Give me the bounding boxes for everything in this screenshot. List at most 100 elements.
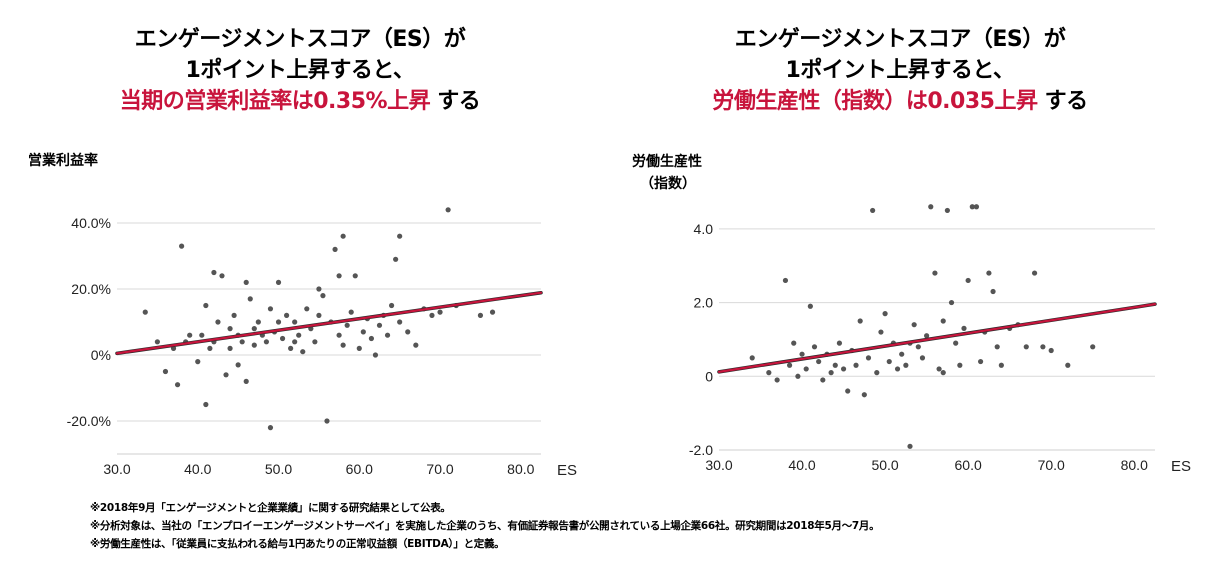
left-data-point xyxy=(231,312,237,318)
right-y-tick-label: 2.0 xyxy=(694,295,714,311)
right-data-point xyxy=(919,355,926,361)
right-data-point xyxy=(832,362,838,368)
left-y-tick-label: 40.0% xyxy=(71,215,111,231)
operating-margin-scatter-chart: -20.0% 0% 20.0% 40.0% 30.0 40.0 50.0 60.0 70.0 80… xyxy=(67,207,577,479)
left-data-point xyxy=(320,293,326,299)
left-data-point xyxy=(405,329,411,335)
left-data-point xyxy=(275,279,282,285)
left-data-point xyxy=(437,309,443,315)
right-data-point xyxy=(811,344,818,350)
left-data-point xyxy=(247,296,253,302)
right-data-point xyxy=(994,344,1000,350)
left-data-point xyxy=(336,273,342,279)
right-data-point xyxy=(965,277,971,284)
right-data-point xyxy=(948,299,955,306)
left-data-point xyxy=(207,345,213,351)
left-data-point xyxy=(340,233,346,239)
right-data-point xyxy=(799,351,805,357)
left-x-tick-label: 80.0 xyxy=(507,461,534,477)
left-data-point xyxy=(477,312,484,318)
left-data-point xyxy=(296,332,302,338)
left-x-tick-label: 50.0 xyxy=(265,461,292,477)
left-data-point xyxy=(187,332,193,338)
left-data-point xyxy=(304,306,310,312)
left-data-point xyxy=(348,309,354,315)
left-data-point xyxy=(356,345,362,351)
right-data-point xyxy=(957,362,963,368)
right-data-point xyxy=(840,366,847,372)
footnote-2: ※分析対象は、当社の「エンプロイーエンゲージメントサーベイ」を実施した企業のうち… xyxy=(90,520,880,532)
left-data-point xyxy=(413,342,419,348)
right-data-point xyxy=(803,366,809,372)
right-data-point xyxy=(1065,362,1071,368)
right-data-point xyxy=(886,358,892,365)
left-data-point xyxy=(324,418,330,424)
right-y-axis-label: 労働生産性 xyxy=(632,154,702,170)
left-x-tick-label: 30.0 xyxy=(103,461,130,477)
right-data-point xyxy=(807,303,813,309)
left-data-point xyxy=(332,246,338,252)
right-x-tick-label: 30.0 xyxy=(705,457,732,473)
right-title-line1: エンゲージメントスコア（ES）が xyxy=(734,27,1066,52)
left-y-tick-label: 0% xyxy=(91,347,111,363)
left-title-line1: エンゲージメントスコア（ES）が xyxy=(134,27,466,52)
left-data-point xyxy=(162,368,169,375)
right-data-point xyxy=(953,340,959,346)
left-data-point xyxy=(243,378,249,384)
right-data-point xyxy=(853,362,859,368)
left-data-point xyxy=(336,332,342,338)
right-data-point xyxy=(899,351,905,357)
right-data-point xyxy=(903,362,909,368)
left-data-point xyxy=(219,273,225,279)
left-y-tick-label: 20.0% xyxy=(71,281,111,297)
left-data-point xyxy=(174,382,181,388)
right-data-point xyxy=(828,370,834,376)
left-data-point xyxy=(203,401,209,408)
left-y-axis-label: 営業利益率 xyxy=(28,153,98,169)
labor-productivity-scatter-chart: -2.0 0 2.0 4.0 30.0 40.0 50.0 60.0 70.0 80.0 ES xyxy=(689,204,1191,475)
right-data-point xyxy=(782,277,789,284)
right-x-tick-label: 40.0 xyxy=(788,457,815,473)
right-data-point xyxy=(820,377,826,383)
right-data-point xyxy=(915,344,921,350)
footnote-3: ※労働生産性は、「従業員に支払われる給与1円あたりの正常収益額（EBITDA）」… xyxy=(90,538,505,550)
left-data-point xyxy=(397,233,403,239)
right-x-tick-label: 70.0 xyxy=(1038,457,1065,473)
left-data-point xyxy=(489,309,496,315)
left-data-point xyxy=(203,302,209,309)
left-data-point xyxy=(227,345,233,351)
left-data-point xyxy=(376,322,383,328)
left-data-point xyxy=(312,339,318,345)
left-data-point xyxy=(360,329,366,335)
right-data-point xyxy=(786,362,793,368)
left-data-point xyxy=(199,332,205,338)
left-data-point xyxy=(239,339,245,345)
right-data-point xyxy=(1040,344,1046,350)
right-data-point xyxy=(870,207,876,214)
right-data-point xyxy=(911,322,917,328)
left-data-point xyxy=(352,273,358,279)
left-data-point xyxy=(154,339,160,345)
left-data-point xyxy=(263,339,270,345)
left-data-point xyxy=(397,319,403,325)
right-data-point xyxy=(973,204,980,210)
footnotes: ※2018年9月「エンゲージメントと企業業績」に関する研究結果として公表。 ※分… xyxy=(90,499,880,553)
left-data-point xyxy=(300,349,306,355)
right-data-point xyxy=(749,355,755,361)
left-title-line3: 当期の営業利益率は0.35%上昇 する xyxy=(20,86,580,117)
right-data-point xyxy=(936,366,942,372)
right-data-point xyxy=(774,377,780,383)
right-data-point xyxy=(924,333,930,339)
right-data-point xyxy=(816,358,822,365)
right-data-point xyxy=(795,373,801,379)
right-y-tick-label: 4.0 xyxy=(694,221,714,237)
right-data-point xyxy=(791,340,797,346)
right-data-point xyxy=(1090,344,1096,350)
left-data-point xyxy=(243,279,249,285)
left-x-tick-label: 60.0 xyxy=(346,461,373,477)
left-title-highlight: 当期の営業利益率は0.35%上昇 xyxy=(119,89,431,114)
right-y-tick-label: 0 xyxy=(705,368,713,384)
right-data-point xyxy=(932,270,938,276)
right-y-axis-label-sub: （指数） xyxy=(640,176,696,192)
left-data-point xyxy=(251,342,257,348)
